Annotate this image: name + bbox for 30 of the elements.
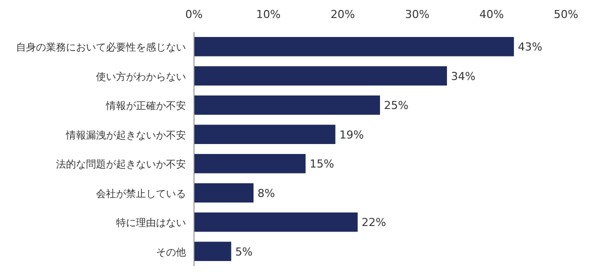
data-label: 8% bbox=[258, 186, 275, 200]
bar bbox=[194, 66, 447, 86]
bar bbox=[194, 154, 306, 174]
data-label: 22% bbox=[362, 216, 386, 230]
data-label: 34% bbox=[450, 70, 476, 83]
y-tick-label: 情報が正確か不安 bbox=[105, 100, 186, 112]
x-tick-label: 20% bbox=[330, 8, 356, 21]
bar bbox=[194, 212, 358, 232]
x-tick-label: 30% bbox=[404, 8, 430, 21]
data-label: 19% bbox=[339, 128, 364, 142]
y-tick-label: 情報漏洩が起きないか不安 bbox=[65, 129, 186, 142]
x-tick-label: 40% bbox=[479, 8, 504, 21]
y-tick-label: 特に理由はない bbox=[116, 217, 186, 230]
x-tick-label: 50% bbox=[554, 8, 578, 21]
bar bbox=[194, 183, 254, 203]
data-label: 5% bbox=[235, 245, 253, 258]
y-tick-label: 使い方がわからない bbox=[96, 70, 186, 83]
bar bbox=[194, 95, 380, 115]
bar bbox=[194, 242, 232, 262]
y-tick-label: 会社が禁止している bbox=[96, 188, 186, 200]
data-label: 25% bbox=[384, 99, 408, 112]
y-tick-label: 自身の業務において必要性を感じない bbox=[16, 42, 186, 54]
bar bbox=[194, 124, 336, 144]
y-tick-label: 法的な問題が起きないか不安 bbox=[56, 158, 186, 171]
x-tick-label: 0% bbox=[185, 8, 203, 21]
bar bbox=[194, 36, 514, 56]
y-tick-label: その他 bbox=[156, 246, 186, 258]
data-label: 43% bbox=[518, 40, 542, 54]
data-label: 15% bbox=[310, 158, 334, 171]
x-tick-label: 10% bbox=[256, 8, 281, 21]
